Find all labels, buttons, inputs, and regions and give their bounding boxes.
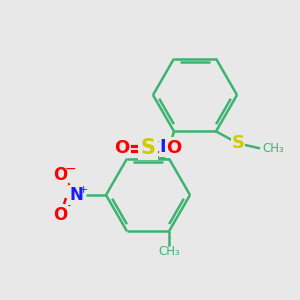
Text: S: S (140, 138, 155, 158)
Text: O: O (53, 166, 67, 184)
Text: O: O (114, 139, 130, 157)
Text: O: O (167, 139, 182, 157)
Text: N: N (160, 138, 175, 156)
Text: −: − (64, 162, 76, 176)
Text: O: O (53, 206, 67, 224)
Text: N: N (69, 186, 83, 204)
Text: +: + (78, 185, 88, 195)
Text: CH₃: CH₃ (158, 245, 180, 258)
Text: S: S (232, 134, 244, 152)
Text: CH₃: CH₃ (262, 142, 284, 155)
Text: H: H (153, 136, 163, 150)
